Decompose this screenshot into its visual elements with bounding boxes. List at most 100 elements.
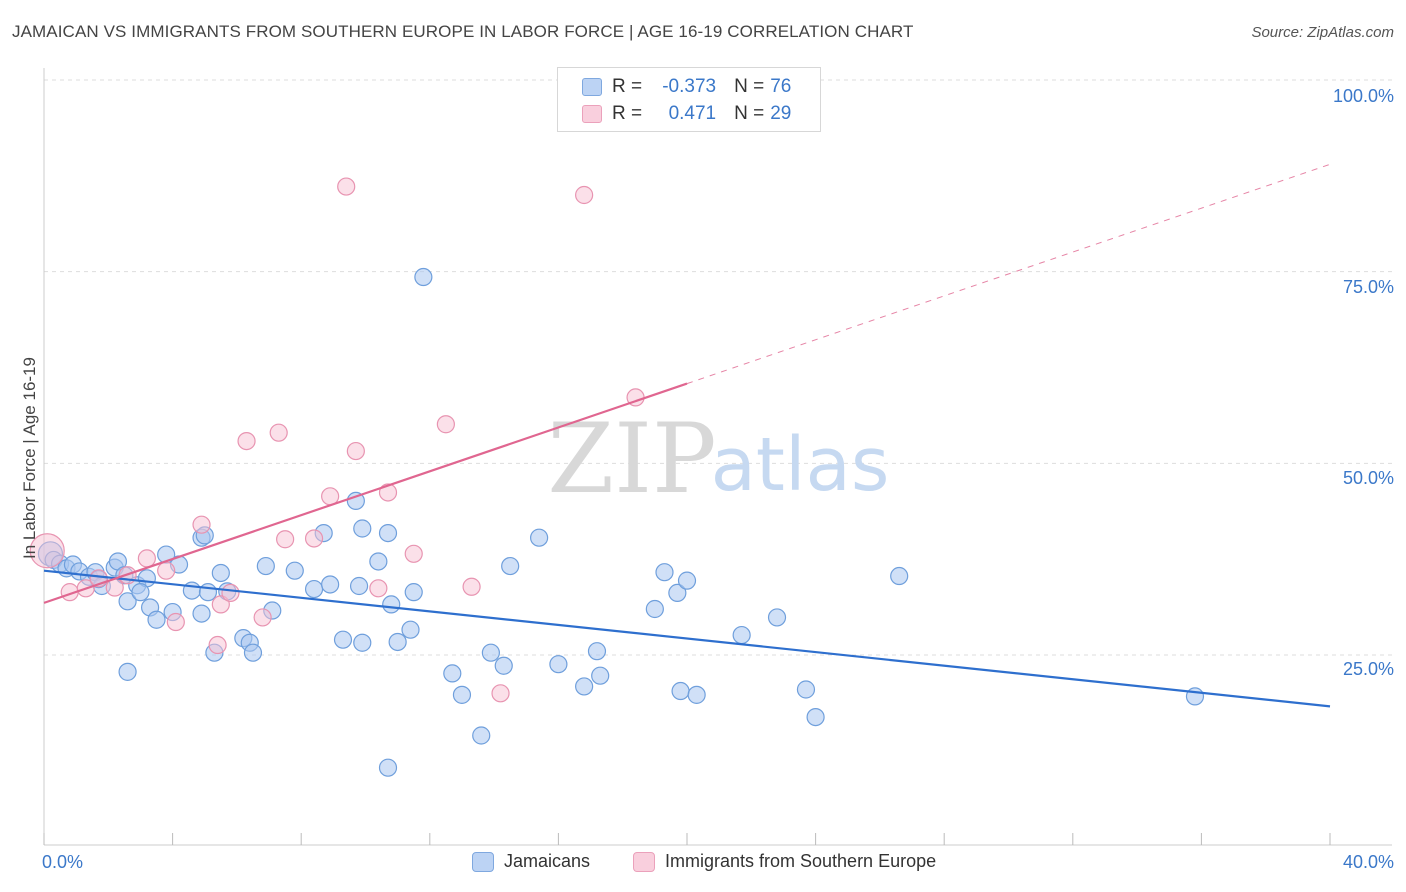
n-value: 76: [770, 76, 792, 97]
jamaicans-point: [353, 519, 372, 538]
southern-europe-swatch: [582, 105, 602, 123]
y-tick-label-25: 25.0%: [1342, 659, 1394, 679]
southern-europe-point: [157, 561, 176, 580]
southern-europe-point: [436, 415, 455, 434]
jamaicans-point: [549, 655, 568, 674]
jamaicans-point: [131, 583, 150, 602]
grid-lines: [44, 79, 1392, 656]
southern-europe-point: [192, 515, 211, 534]
jamaicans-point: [243, 643, 263, 662]
r-label: R =: [612, 103, 643, 124]
jamaicans-point: [494, 656, 513, 675]
jamaicans-point: [304, 579, 324, 599]
southern-europe-point: [237, 432, 256, 451]
jamaicans-point: [443, 664, 462, 683]
watermark-atlas: atlas: [711, 422, 890, 508]
jamaicans-point: [353, 633, 372, 652]
jamaicans-point: [668, 583, 687, 603]
legend-item-jamaicans: Jamaicans: [472, 851, 590, 872]
southern-europe-point: [137, 549, 156, 568]
y-tick-label-75: 75.0%: [1342, 277, 1394, 297]
southern-europe-point: [208, 635, 227, 655]
y-tick-label-100: 100.0%: [1332, 86, 1394, 106]
jamaicans-legend-swatch: [472, 851, 494, 872]
jamaicans-point: [349, 576, 369, 596]
jamaicans-point: [256, 556, 275, 576]
jamaicans-point: [198, 583, 218, 602]
n-label: N =: [734, 76, 765, 97]
jamaicans-point: [655, 563, 674, 582]
jamaicans-point: [333, 630, 353, 649]
jamaicans-point: [587, 642, 607, 661]
x-tick-label-max: 40.0%: [1342, 852, 1394, 872]
southern-europe-point: [404, 544, 423, 563]
southern-europe-point: [166, 612, 185, 632]
jamaicans-point: [369, 552, 388, 571]
source-credit: Source: ZipAtlas.com: [1251, 24, 1394, 41]
jamaicans-points: [37, 267, 1205, 777]
jamaicans-point: [321, 575, 340, 594]
jamaicans-point: [767, 608, 787, 627]
jamaicans-point: [481, 643, 500, 662]
series-legend: Jamaicans Immigrants from Southern Europ…: [0, 851, 1406, 879]
chart-title: JAMAICAN VS IMMIGRANTS FROM SOUTHERN EUR…: [12, 22, 914, 41]
jamaicans-point: [677, 571, 697, 590]
jamaicans-point: [575, 677, 594, 696]
southern-europe-point: [491, 684, 510, 703]
jamaicans-point: [192, 604, 211, 623]
correlation-legend: R = -0.373 N = 76 R = 0.471 N = 29: [557, 67, 821, 132]
southern-europe-point: [369, 579, 388, 598]
r-label: R =: [612, 76, 643, 97]
southern-europe-point: [337, 177, 356, 196]
legend-item-southern-europe: Immigrants from Southern Europe: [633, 851, 936, 872]
southern-europe-point: [29, 533, 65, 569]
jamaicans-point: [378, 523, 398, 543]
southern-europe-legend-swatch: [633, 851, 655, 872]
jamaicans-point: [118, 592, 137, 611]
southern-europe-trend-extension: [686, 163, 1331, 385]
jamaicans-point: [501, 556, 520, 576]
r-value: -0.373: [662, 76, 717, 97]
southern-europe-point: [221, 583, 240, 603]
jamaicans-point: [211, 563, 230, 583]
southern-europe-point: [378, 483, 398, 502]
legend-row-jamaicans: R = -0.373 N = 76: [582, 74, 791, 100]
y-axis-label: In Labor Force | Age 16-19: [20, 357, 39, 559]
trend-lines: [43, 163, 1331, 708]
y-tick-label-50: 50.0%: [1342, 468, 1394, 488]
jamaicans-trend-line: [43, 569, 1331, 708]
jamaicans-point: [452, 685, 472, 704]
southern-europe-point: [575, 185, 594, 205]
jamaicans-point: [147, 610, 166, 629]
jamaicans-point: [414, 267, 433, 287]
southern-europe-point: [346, 441, 365, 461]
axes: [43, 68, 1392, 846]
southern-europe-point: [462, 577, 481, 596]
southern-europe-point: [269, 423, 288, 442]
southern-europe-trend-line: [43, 382, 688, 604]
jamaicans-point: [285, 561, 304, 580]
southern-europe-point: [276, 530, 295, 549]
jamaicans-swatch: [582, 78, 602, 96]
n-label: N =: [734, 103, 765, 124]
jamaicans-point: [382, 595, 401, 614]
jamaicans-point: [401, 620, 420, 639]
jamaicans-point: [530, 528, 549, 547]
southern-europe-point: [304, 529, 324, 548]
jamaicans-point: [732, 625, 751, 645]
jamaicans-point: [806, 707, 825, 727]
jamaicans-point: [890, 566, 909, 586]
jamaicans-point: [671, 681, 690, 701]
jamaicans-point: [404, 583, 423, 602]
jamaicans-point: [645, 599, 664, 619]
jamaicans-point: [796, 680, 816, 699]
legend-row-southern-europe: R = 0.471 N = 29: [582, 101, 791, 127]
watermark-zip: ZIP: [547, 403, 716, 515]
n-value: 29: [770, 103, 792, 124]
jamaicans-point: [388, 632, 407, 652]
jamaicans-point: [118, 662, 137, 681]
x-tick-label-min: 0.0%: [42, 852, 84, 872]
legend-label-jamaicans: Jamaicans: [504, 851, 591, 871]
jamaicans-point: [378, 758, 398, 777]
